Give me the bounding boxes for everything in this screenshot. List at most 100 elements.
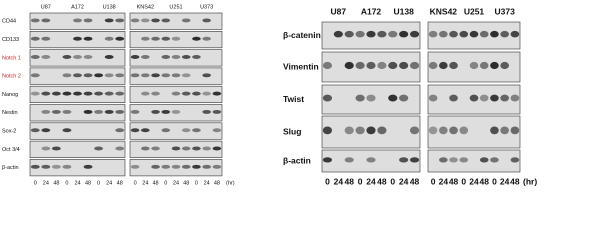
band xyxy=(490,30,499,38)
time-label: 24 xyxy=(439,176,449,186)
band xyxy=(202,91,211,96)
band xyxy=(161,36,171,41)
band xyxy=(41,18,51,23)
band xyxy=(171,164,181,169)
band xyxy=(161,128,171,133)
band xyxy=(94,73,104,78)
band xyxy=(83,91,93,96)
band xyxy=(366,61,376,70)
band xyxy=(141,128,150,133)
cell-line-label: KNS42 xyxy=(430,6,458,16)
band xyxy=(490,94,499,102)
row-label: β-catenin xyxy=(283,30,321,40)
band xyxy=(344,30,354,38)
row-label: β-actin xyxy=(2,165,19,171)
band xyxy=(30,73,40,78)
band xyxy=(181,73,191,78)
band xyxy=(500,94,509,102)
band xyxy=(344,157,354,163)
band xyxy=(479,30,489,38)
band xyxy=(409,30,420,38)
cell-line-label: U138 xyxy=(394,6,415,16)
time-label: 24 xyxy=(204,180,210,186)
band xyxy=(479,61,489,70)
time-label: 0 xyxy=(431,176,436,186)
time-label: 48 xyxy=(510,176,520,186)
time-label: 24 xyxy=(399,176,409,186)
band xyxy=(41,128,51,133)
band xyxy=(151,109,160,114)
band xyxy=(62,55,72,60)
band xyxy=(171,109,181,114)
band xyxy=(41,164,51,169)
band xyxy=(409,61,420,70)
band xyxy=(192,164,201,169)
band xyxy=(449,94,458,102)
band xyxy=(192,128,201,133)
band xyxy=(355,61,365,70)
band xyxy=(73,36,82,41)
time-label: 24 xyxy=(74,180,80,186)
time-label: 0 xyxy=(34,180,37,186)
band xyxy=(130,128,140,133)
row-label: Notch 2 xyxy=(2,74,21,80)
band xyxy=(161,55,171,60)
blot xyxy=(129,30,223,49)
band xyxy=(355,94,365,102)
band xyxy=(344,126,354,135)
band xyxy=(377,30,387,38)
band xyxy=(104,36,114,41)
blot xyxy=(29,159,126,177)
band xyxy=(449,61,458,70)
band xyxy=(479,94,489,102)
row-label: CD133 xyxy=(2,37,19,43)
band xyxy=(469,30,479,38)
band xyxy=(104,18,114,23)
band xyxy=(459,126,469,135)
band xyxy=(51,146,61,151)
band xyxy=(161,73,171,78)
row-label: β-actin xyxy=(283,155,311,165)
cell-line-label: U87 xyxy=(41,4,51,10)
time-label: 0 xyxy=(461,176,466,186)
band xyxy=(30,128,40,133)
band xyxy=(104,91,114,96)
band xyxy=(51,91,61,96)
band xyxy=(399,61,409,70)
band xyxy=(439,61,448,70)
band xyxy=(171,73,181,78)
time-label: 24 xyxy=(106,180,112,186)
band xyxy=(212,164,222,169)
band xyxy=(399,157,409,163)
band xyxy=(344,61,354,70)
band xyxy=(30,18,40,23)
band xyxy=(115,91,125,96)
band xyxy=(62,91,72,96)
band xyxy=(399,30,409,38)
band xyxy=(151,36,160,41)
cell-line-label: U138 xyxy=(103,4,116,10)
time-label: 0 xyxy=(325,176,330,186)
band xyxy=(439,157,448,163)
cell-line-label: U251 xyxy=(169,4,182,10)
time-label: 48 xyxy=(214,180,220,186)
band xyxy=(73,91,82,96)
band xyxy=(355,126,365,135)
band xyxy=(171,36,181,41)
band xyxy=(151,18,160,23)
band xyxy=(202,164,211,169)
band xyxy=(366,126,376,135)
band xyxy=(181,18,191,23)
band xyxy=(104,55,114,60)
blot xyxy=(129,122,223,140)
band xyxy=(459,30,469,38)
band xyxy=(41,36,51,41)
band xyxy=(333,30,343,38)
band xyxy=(510,94,520,102)
band xyxy=(151,73,160,78)
band xyxy=(449,126,458,135)
band xyxy=(409,126,420,135)
time-label: 48 xyxy=(85,180,91,186)
band xyxy=(500,61,509,70)
band xyxy=(94,109,104,114)
